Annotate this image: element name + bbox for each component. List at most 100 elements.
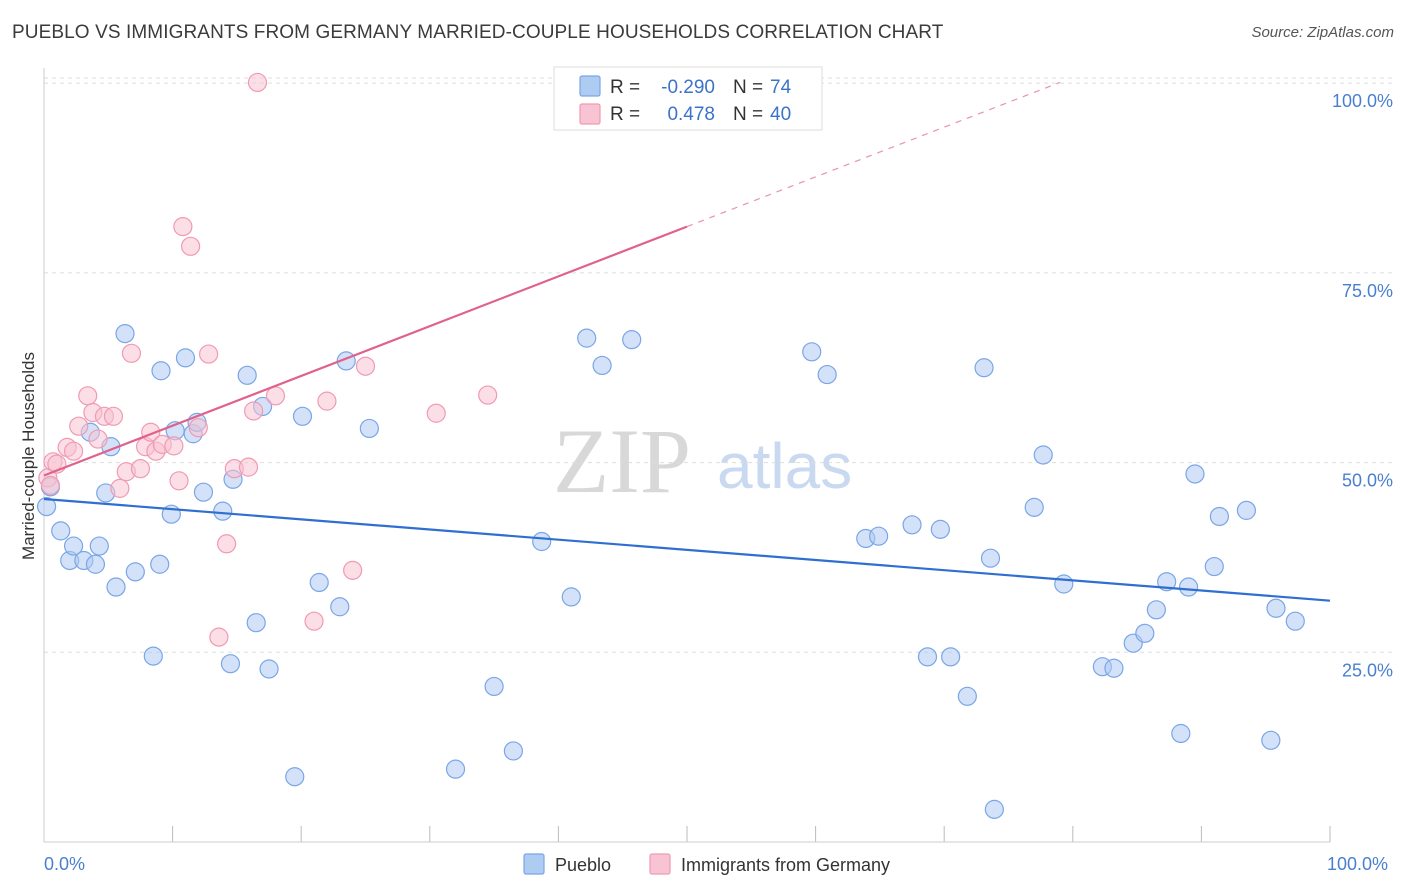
pueblo-point-67 <box>1185 464 1205 484</box>
pueblo-point-22 <box>193 482 214 502</box>
stats-n-label-germany: N = <box>733 104 763 125</box>
pueblo-point-42 <box>592 355 612 376</box>
y-axis-title: Married-couple Households <box>19 352 38 560</box>
germany-point-26 <box>209 627 229 647</box>
germany-point-6 <box>69 416 89 436</box>
x-tick-label-left: 0.0% <box>44 854 85 874</box>
pueblo-point-4 <box>63 536 84 556</box>
stats-n-value-pueblo: 74 <box>770 77 792 98</box>
pueblo-point-2 <box>51 521 71 541</box>
pueblo-point-62 <box>1135 623 1155 643</box>
points-layer <box>36 72 1305 819</box>
pueblo-point-53 <box>974 358 994 378</box>
stats-swatch-pueblo <box>579 75 601 97</box>
pueblo-point-14 <box>143 646 163 666</box>
pueblo-point-71 <box>1261 730 1281 750</box>
germany-point-25 <box>199 344 219 364</box>
pueblo-point-43 <box>622 330 642 350</box>
pueblo-point-7 <box>85 554 106 574</box>
germany-point-22 <box>173 216 193 237</box>
germany-point-12 <box>110 478 130 498</box>
germany-point-5 <box>63 441 84 461</box>
pueblo-point-64 <box>1157 572 1177 592</box>
pueblo-point-69 <box>1209 506 1230 527</box>
stats-n-label-pueblo: N = <box>733 77 763 98</box>
y-tick-label-0: 25.0% <box>1342 660 1393 680</box>
pueblo-point-72 <box>1266 598 1286 618</box>
germany-point-31 <box>247 72 268 93</box>
pueblo-point-70 <box>1236 500 1257 520</box>
pueblo-point-66 <box>1178 577 1199 597</box>
y-tick-label-2: 75.0% <box>1342 281 1393 301</box>
stats-r-value-pueblo: -0.290 <box>661 77 715 98</box>
pueblo-point-60 <box>1104 658 1124 678</box>
pueblo-point-58 <box>1054 574 1074 594</box>
pueblo-point-19 <box>175 348 196 368</box>
germany-point-9 <box>88 429 108 449</box>
germany-point-20 <box>164 436 184 456</box>
watermark-atlas: atlas <box>717 430 852 502</box>
germany-point-29 <box>238 457 259 477</box>
pueblo-point-38 <box>503 741 523 761</box>
pueblo-point-36 <box>445 759 466 779</box>
germany-trend-line <box>43 225 688 477</box>
stats-r-label-germany: R = <box>610 104 640 125</box>
pueblo-point-33 <box>330 597 350 617</box>
watermark-zip: ZIP <box>553 410 691 512</box>
pueblo-point-15 <box>150 554 170 574</box>
pueblo-point-54 <box>980 548 1001 568</box>
pueblo-point-48 <box>902 515 922 535</box>
germany-point-1 <box>40 475 61 495</box>
germany-point-30 <box>244 401 264 421</box>
germany-point-36 <box>355 356 376 376</box>
pueblo-point-73 <box>1285 611 1305 631</box>
tick-label-layer: 25.0% 50.0% 75.0% 100.0% <box>1332 91 1393 680</box>
pueblo-point-65 <box>1171 723 1191 744</box>
legend-label-germany: Immigrants from Germany <box>681 855 890 875</box>
legend-swatch-germany <box>649 853 671 875</box>
pueblo-point-35 <box>359 418 379 439</box>
germany-point-33 <box>304 611 324 631</box>
axis-layer <box>43 68 1330 843</box>
germany-point-23 <box>181 236 201 256</box>
pueblo-point-51 <box>941 647 961 667</box>
legend-label-pueblo: Pueblo <box>555 855 611 875</box>
pueblo-point-27 <box>246 613 266 633</box>
germany-point-11 <box>103 406 124 426</box>
pueblo-point-0 <box>36 497 57 517</box>
germany-point-37 <box>426 403 446 423</box>
germany-point-34 <box>317 391 337 411</box>
germany-point-27 <box>217 534 237 554</box>
pueblo-point-26 <box>237 365 257 385</box>
germany-point-7 <box>78 386 98 406</box>
chart-source: Source: ZipAtlas.com <box>1251 24 1394 41</box>
pueblo-point-41 <box>577 328 597 348</box>
pueblo-point-50 <box>930 519 950 539</box>
y-tick-label-3: 100.0% <box>1332 91 1393 111</box>
pueblo-point-52 <box>957 686 977 706</box>
pueblo-point-24 <box>220 654 241 674</box>
pueblo-point-11 <box>106 577 126 597</box>
pueblo-point-55 <box>984 799 1004 819</box>
grid-layer <box>43 77 1392 842</box>
y-tick-label-1: 50.0% <box>1342 471 1393 491</box>
stats-box: R = -0.290 N = 74 R = 0.478 N = 40 <box>553 66 823 131</box>
x-tick-label-right: 100.0% <box>1327 854 1388 874</box>
pueblo-point-63 <box>1146 600 1166 620</box>
pueblo-point-68 <box>1204 556 1224 577</box>
pueblo-point-13 <box>125 562 145 582</box>
stats-swatch-germany <box>579 103 601 125</box>
germany-point-38 <box>478 385 498 405</box>
pueblo-point-40 <box>561 587 581 607</box>
germany-point-35 <box>343 560 363 580</box>
pueblo-point-47 <box>869 526 889 546</box>
legend: Pueblo Immigrants from Germany <box>523 853 890 875</box>
stats-r-label-pueblo: R = <box>610 77 640 98</box>
stats-r-value-germany: 0.478 <box>667 104 715 125</box>
chart-title: PUEBLO VS IMMIGRANTS FROM GERMANY MARRIE… <box>12 22 944 43</box>
pueblo-point-37 <box>484 676 504 697</box>
pueblo-point-16 <box>151 361 171 381</box>
pueblo-point-8 <box>89 536 109 556</box>
pueblo-point-45 <box>817 364 837 385</box>
